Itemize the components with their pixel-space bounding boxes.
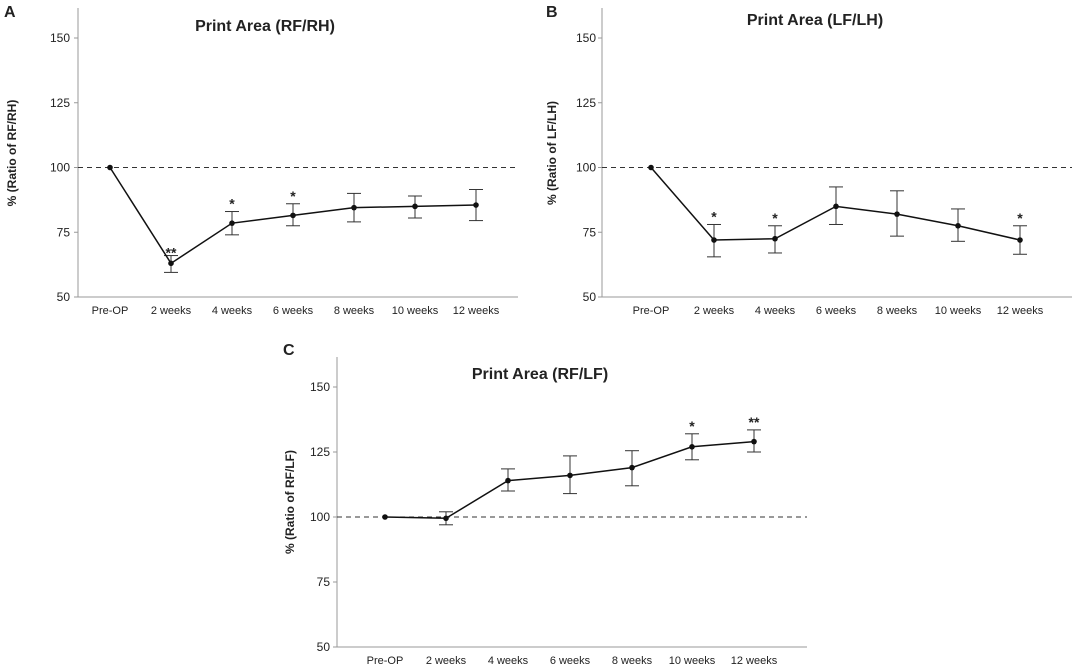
y-tick-label-a-150: 150	[50, 31, 70, 45]
y-tick-label-c-125: 125	[310, 445, 330, 459]
significance-c-5: *	[689, 418, 695, 434]
x-tick-label-b-4: 8 weeks	[877, 305, 918, 317]
y-tick-label-c-75: 75	[317, 575, 331, 589]
data-point-a-6	[473, 202, 479, 208]
data-point-b-0	[648, 164, 654, 171]
x-tick-label-c-2: 4 weeks	[488, 655, 529, 667]
x-tick-label-a-6: 12 weeks	[453, 305, 500, 317]
x-tick-label-a-3: 6 weeks	[273, 305, 314, 317]
panel-letter-a: A	[4, 4, 16, 21]
panel-letter-c: C	[283, 342, 295, 359]
x-tick-label-a-4: 8 weeks	[334, 305, 375, 317]
x-tick-label-c-3: 6 weeks	[550, 655, 591, 667]
data-point-b-5	[955, 222, 961, 229]
significance-a-1: **	[166, 245, 177, 261]
y-tick-label-b-50: 50	[583, 290, 597, 304]
marks-b: 50 75 100 125 150 Pre-OP 2 weeks 4 weeks 6 weeks…	[576, 31, 1072, 317]
y-axis-label-a: % (Ratio of RF/RH)	[5, 100, 19, 207]
marks-a: 50 75 100 125 150 Pre-OP 2 weeks 4 weeks 6 weeks…	[50, 31, 518, 317]
y-tick-label-b-125: 125	[576, 96, 596, 110]
significance-a-3: *	[290, 188, 296, 204]
y-tick-label-a-75: 75	[57, 225, 71, 239]
significance-c-6: **	[749, 414, 760, 430]
x-tick-label-a-2: 4 weeks	[212, 305, 253, 317]
x-tick-label-c-5: 10 weeks	[669, 655, 716, 667]
x-tick-label-b-1: 2 weeks	[694, 305, 735, 317]
data-point-a-3	[290, 212, 296, 219]
y-tick-label-b-150: 150	[576, 31, 596, 45]
marks-c: 50 75 100 125 150 Pre-OP 2 weeks 4 weeks 6 weeks…	[310, 380, 807, 667]
data-point-c-6	[751, 438, 757, 445]
x-tick-label-a-0: Pre-OP	[92, 305, 129, 317]
x-tick-label-c-6: 12 weeks	[731, 655, 778, 667]
significance-a-2: *	[229, 196, 235, 212]
y-tick-label-a-100: 100	[50, 161, 70, 175]
x-tick-label-c-0: Pre-OP	[367, 655, 404, 667]
y-tick-label-a-125: 125	[50, 96, 70, 110]
data-point-a-0	[107, 164, 113, 171]
panel-b: B Print Area (LF/LH) % (Ratio of LF/LH) …	[545, 4, 1072, 317]
chart-title-c: Print Area (RF/LF)	[472, 366, 608, 383]
panel-c: C Print Area (RF/LF) % (Ratio of RF/LF) …	[283, 342, 807, 667]
x-tick-label-b-0: Pre-OP	[633, 305, 670, 317]
y-tick-label-a-50: 50	[57, 290, 71, 304]
y-axis-label-b: % (Ratio of LF/LH)	[545, 101, 559, 205]
data-point-b-1	[711, 237, 717, 243]
x-tick-label-b-5: 10 weeks	[935, 305, 982, 317]
y-tick-label-c-100: 100	[310, 510, 330, 524]
y-tick-label-c-150: 150	[310, 380, 330, 394]
y-tick-label-b-100: 100	[576, 161, 596, 175]
x-tick-label-a-5: 10 weeks	[392, 305, 439, 317]
panel-a: A Print Area (RF/RH) % (Ratio of RF/RH) …	[4, 4, 518, 317]
x-tick-label-a-1: 2 weeks	[151, 305, 192, 317]
data-point-a-1	[168, 260, 174, 267]
x-tick-label-b-6: 12 weeks	[997, 305, 1044, 317]
data-point-a-5	[412, 203, 418, 210]
data-point-b-3	[833, 203, 839, 210]
significance-b-2: *	[772, 210, 778, 226]
panel-letter-b: B	[546, 4, 558, 21]
data-point-c-4	[629, 464, 635, 471]
data-point-b-6	[1017, 237, 1023, 243]
data-point-c-5	[689, 444, 695, 450]
data-point-b-4	[894, 211, 900, 217]
x-tick-label-c-1: 2 weeks	[426, 655, 467, 667]
data-point-c-2	[505, 477, 511, 484]
x-tick-label-c-4: 8 weeks	[612, 655, 653, 667]
chart-title-b: Print Area (LF/LH)	[747, 12, 883, 29]
significance-b-6: *	[1017, 210, 1023, 226]
data-point-c-0	[382, 514, 388, 520]
significance-b-1: *	[711, 208, 717, 224]
data-point-b-2	[772, 235, 778, 242]
chart-title-a: Print Area (RF/RH)	[195, 18, 335, 35]
y-axis-label-c: % (Ratio of RF/LF)	[283, 450, 297, 554]
data-point-a-4	[351, 204, 357, 211]
data-point-c-1	[443, 515, 449, 522]
x-tick-label-b-2: 4 weeks	[755, 305, 796, 317]
y-tick-label-b-75: 75	[583, 225, 597, 239]
data-point-a-2	[229, 220, 235, 226]
y-tick-label-c-50: 50	[317, 640, 331, 654]
data-point-c-3	[567, 472, 573, 479]
x-tick-label-b-3: 6 weeks	[816, 305, 857, 317]
